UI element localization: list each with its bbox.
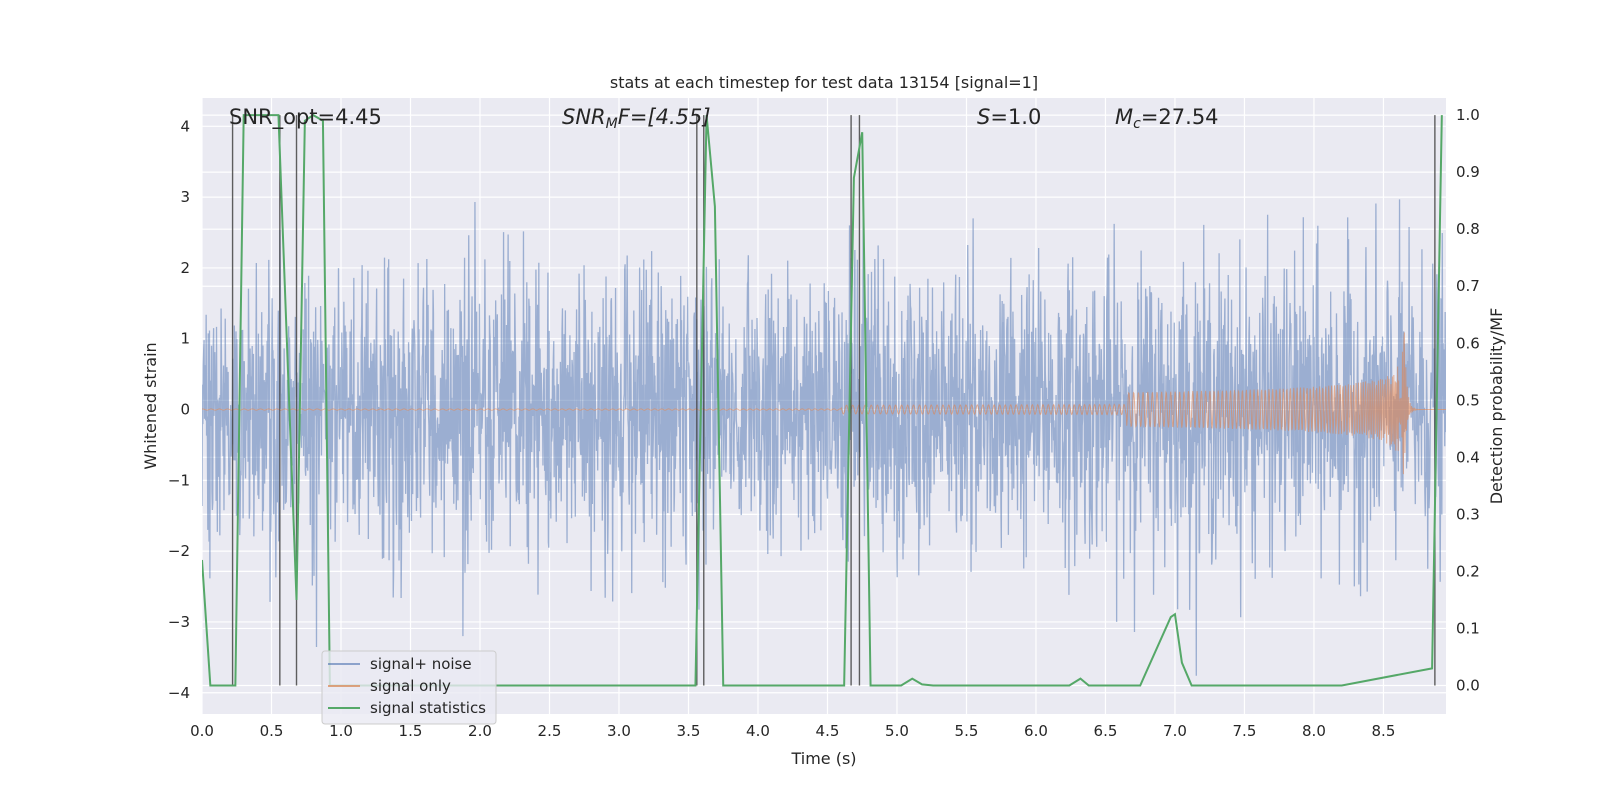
x-tick-labels: 0.0 0.5 1.0 1.5 2.0 2.5 3.0 3.5 4.0 4.5 5.0 5.5 6.0 6… (190, 722, 1395, 740)
series-signal-plus-noise (202, 199, 1446, 676)
legend-label-signal-statistics: signal statistics (370, 699, 486, 717)
x-tick-label: 2.5 (538, 722, 562, 740)
x-tick-label: 8.0 (1302, 722, 1326, 740)
annotation-snr-opt: SNR_opt=4.45 (229, 105, 382, 130)
series-signal-only (202, 332, 1446, 475)
x-tick-label: 7.0 (1163, 722, 1187, 740)
x-tick-label: 6.0 (1024, 722, 1048, 740)
legend: signal+ noise signal only signal statist… (321, 650, 497, 725)
right-y-tick-label: 0.4 (1456, 448, 1480, 466)
s-value: =1.0 (990, 105, 1041, 129)
legend-box (321, 650, 497, 725)
left-y-tick-labels: −4 −3 −2 −1 0 1 2 3 4 (168, 117, 190, 701)
x-tick-label: 4.0 (746, 722, 770, 740)
x-tick-label: 6.5 (1094, 722, 1118, 740)
legend-label-signal-plus-noise: signal+ noise (370, 655, 472, 673)
s-symbol: S (977, 105, 990, 129)
mc-symbol: M (1115, 105, 1133, 129)
right-y-axis-label: Detection probability/MF (1487, 308, 1506, 505)
left-y-tick-label: 3 (180, 188, 190, 206)
left-y-tick-label: −2 (168, 542, 190, 560)
x-tick-label: 5.0 (885, 722, 909, 740)
x-tick-label: 0.5 (260, 722, 284, 740)
annotation-mc: Mc=27.54 (1115, 105, 1219, 132)
right-y-tick-label: 0.0 (1456, 676, 1480, 694)
x-tick-label: 1.0 (329, 722, 353, 740)
right-y-tick-label: 0.5 (1456, 391, 1480, 409)
x-tick-label: 3.5 (677, 722, 701, 740)
chart-title: stats at each timestep for test data 131… (610, 73, 1038, 92)
annotation-snr-mf: SNRMF=[4.55] (562, 105, 711, 132)
left-y-tick-label: −4 (168, 684, 190, 702)
x-tick-label: 8.5 (1372, 722, 1396, 740)
legend-label-signal-only: signal only (370, 677, 451, 695)
x-tick-label: 7.5 (1233, 722, 1257, 740)
x-tick-label: 3.0 (607, 722, 631, 740)
right-y-tick-labels: 0.0 0.1 0.2 0.3 0.4 0.5 0.6 0.7 0.8 0.9 1.0 (1456, 106, 1480, 694)
mc-value: =27.54 (1141, 105, 1219, 129)
right-y-tick-label: 0.1 (1456, 619, 1480, 637)
right-y-tick-label: 0.7 (1456, 277, 1480, 295)
right-y-tick-label: 0.2 (1456, 562, 1480, 580)
left-y-axis-label: Whitened strain (141, 342, 160, 469)
mc-sub: c (1133, 116, 1141, 132)
left-y-tick-label: −1 (168, 471, 190, 489)
snr-mf-sub: M (606, 116, 618, 132)
x-tick-label: 4.5 (816, 722, 840, 740)
right-y-tick-label: 0.6 (1456, 334, 1480, 352)
x-tick-label: 0.0 (190, 722, 214, 740)
right-y-tick-label: 0.3 (1456, 505, 1480, 523)
left-y-tick-label: 4 (180, 117, 190, 135)
right-y-tick-label: 1.0 (1456, 106, 1480, 124)
x-tick-label: 1.5 (399, 722, 423, 740)
annotation-s: S=1.0 (977, 105, 1041, 129)
x-tick-label: 5.5 (955, 722, 979, 740)
x-tick-label: 2.0 (468, 722, 492, 740)
right-y-tick-label: 0.9 (1456, 163, 1480, 181)
snr-mf-rest: F=[4.55] (618, 105, 711, 129)
left-y-tick-label: 0 (180, 401, 190, 419)
snr-mf-prefix: SNR (562, 105, 606, 129)
left-y-tick-label: 1 (180, 330, 190, 348)
left-y-tick-label: 2 (180, 259, 190, 277)
series-signal-statistics (202, 113, 1443, 687)
left-y-tick-label: −3 (168, 613, 190, 631)
x-axis-label: Time (s) (790, 749, 856, 768)
right-y-tick-label: 0.8 (1456, 220, 1480, 238)
